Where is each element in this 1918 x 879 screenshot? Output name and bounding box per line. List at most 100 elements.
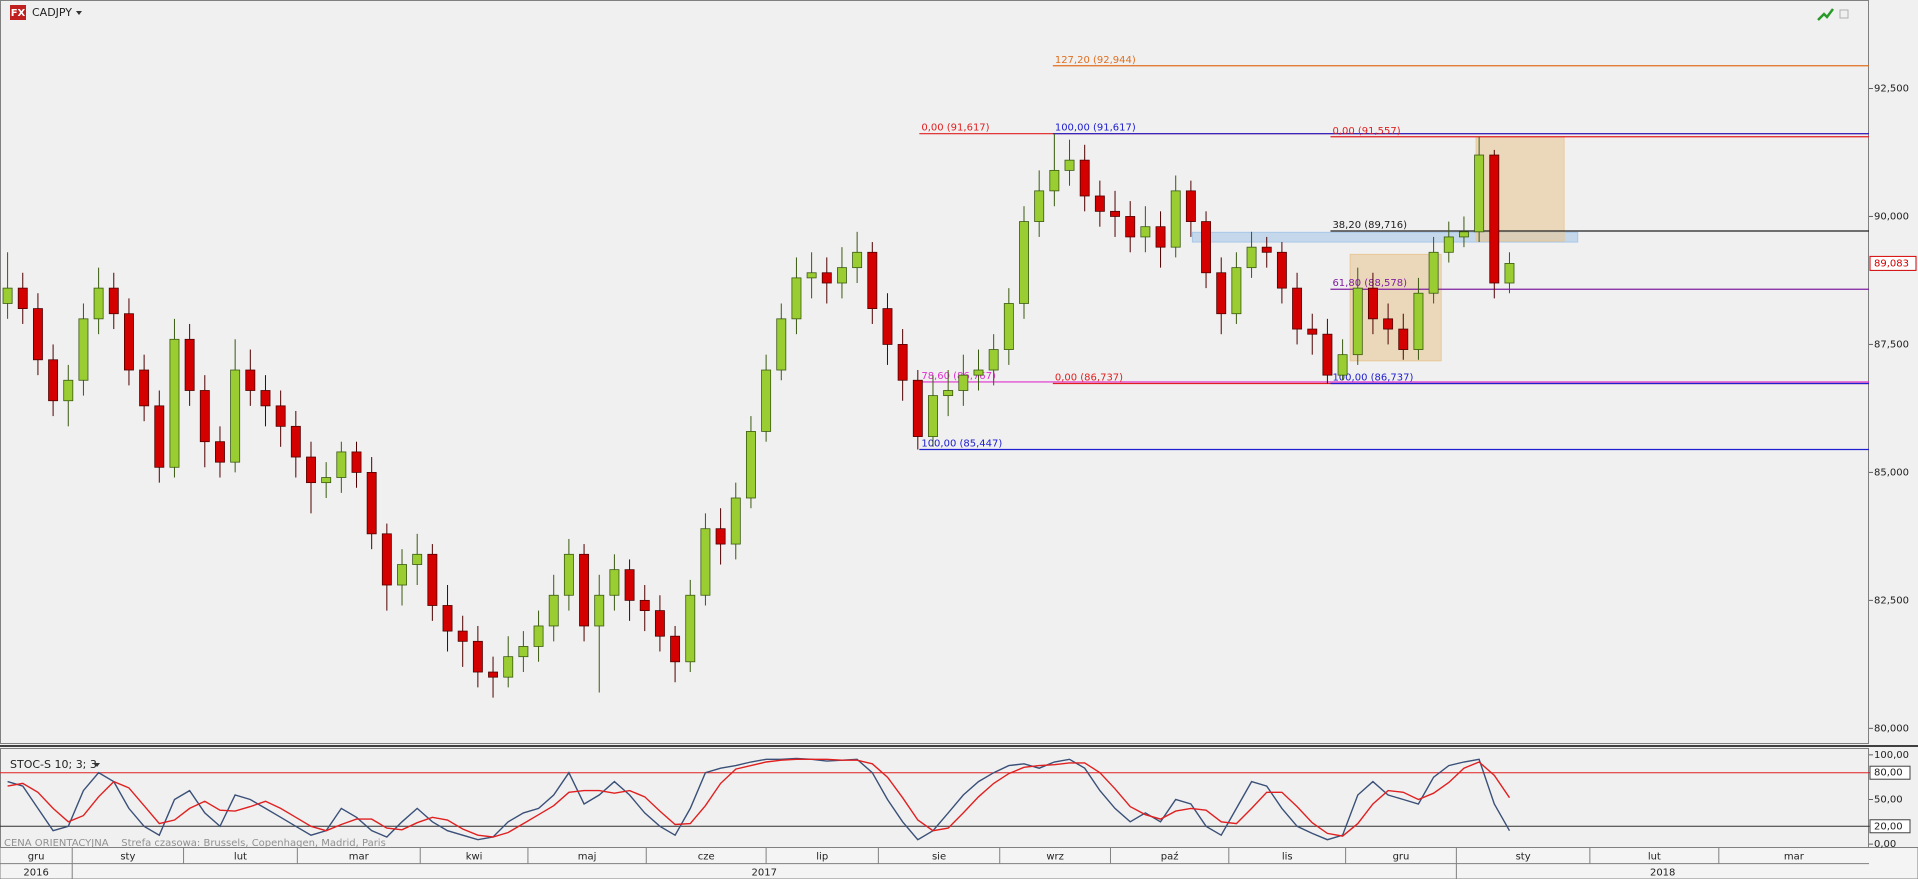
fib-label: 0,00 (91,617) xyxy=(921,123,989,134)
y-tick-label: 85,000 xyxy=(1874,467,1909,478)
candle-body xyxy=(1292,287,1303,330)
toolbar-icons xyxy=(1817,8,1849,21)
zone xyxy=(1191,231,1579,243)
y-tick-label: 80,000 xyxy=(1874,723,1909,734)
tick-box xyxy=(1869,819,1911,834)
candle-body xyxy=(427,553,438,606)
time-label: maj xyxy=(578,852,597,863)
candle-body xyxy=(670,635,681,663)
trend-icon[interactable] xyxy=(1817,8,1834,21)
time-label: mar xyxy=(349,852,370,863)
candle-body xyxy=(1231,267,1242,315)
candle-body xyxy=(761,369,772,432)
time-label: lip xyxy=(816,852,828,863)
y-tick-label: 92,500 xyxy=(1874,83,1909,94)
candle-body xyxy=(321,477,332,484)
fib-label: 127,20 (92,944) xyxy=(1055,55,1136,66)
candle-body xyxy=(306,456,316,484)
candle-body xyxy=(852,251,863,269)
candle-body xyxy=(503,656,514,678)
candle-body xyxy=(973,369,984,376)
fib-label: 100,00 (86,737) xyxy=(1332,372,1413,383)
candle-body xyxy=(897,344,908,381)
time-label: lis xyxy=(1282,852,1293,863)
symbol: CADJPY xyxy=(32,6,72,19)
last-price-label: 89,083 xyxy=(1874,258,1909,269)
candle-body xyxy=(958,374,969,391)
candle-body xyxy=(381,533,392,586)
main-panel-frame xyxy=(0,0,1869,744)
candle-body xyxy=(563,553,574,596)
symbol-selector[interactable]: FX CADJPY xyxy=(10,5,82,20)
candle-body xyxy=(1337,354,1348,376)
candle-body xyxy=(1322,333,1333,376)
time-label: paź xyxy=(1161,851,1179,863)
y-tick-label: 0,00 xyxy=(1874,839,1896,850)
zone xyxy=(1349,253,1442,362)
candle-body xyxy=(488,671,498,678)
time-label: sie xyxy=(932,852,946,863)
candle-body xyxy=(943,390,954,397)
candle-body xyxy=(1383,318,1394,330)
fx-icon-text: FX xyxy=(11,8,26,19)
candle-body xyxy=(548,594,559,627)
time-label: kwi xyxy=(466,852,483,863)
y-tick-label: 50,00 xyxy=(1874,794,1903,805)
fib-label: 38,20 (89,716) xyxy=(1332,220,1407,231)
candle-body xyxy=(215,441,225,463)
candle-body xyxy=(457,630,468,642)
candle-body xyxy=(730,497,741,545)
candle-body xyxy=(776,318,787,371)
y-tick-label: 82,500 xyxy=(1874,595,1909,606)
candle-body xyxy=(275,405,286,427)
stoch-line xyxy=(7,758,1511,838)
y-tick-label: 20,00 xyxy=(1874,821,1903,832)
time-label: sty xyxy=(120,852,135,863)
time-label: cze xyxy=(698,852,715,863)
candle-body xyxy=(1079,159,1090,197)
candle-body xyxy=(1489,154,1500,284)
indicator-dropdown[interactable] xyxy=(94,763,100,767)
candle-body xyxy=(1474,154,1485,233)
candle-body xyxy=(1003,303,1014,350)
candle-body xyxy=(123,313,134,371)
time-label: lut xyxy=(234,852,247,863)
candle-body xyxy=(1443,236,1454,253)
time-label: gru xyxy=(28,852,45,863)
candle-body xyxy=(199,390,210,443)
candle-body xyxy=(1064,159,1075,171)
candle-body xyxy=(472,640,483,673)
candle-body xyxy=(1413,292,1424,350)
candle-body xyxy=(290,425,301,458)
candle-body xyxy=(700,528,711,596)
candle-body xyxy=(48,359,59,402)
candle-body xyxy=(579,553,590,627)
candle-body xyxy=(882,308,893,345)
candle-body xyxy=(821,272,832,284)
candle-body xyxy=(1307,328,1318,335)
time-label: 2018 xyxy=(1650,867,1675,878)
candle-body xyxy=(1216,272,1227,315)
candle-body xyxy=(1185,190,1196,222)
candle-body xyxy=(715,528,726,545)
fib-label: 100,00 (85,447) xyxy=(921,439,1002,450)
candle-body xyxy=(624,569,635,601)
time-label: lut xyxy=(1648,852,1661,863)
fib-label: 61,80 (88,578) xyxy=(1332,278,1407,289)
candle-body xyxy=(594,594,605,627)
window-button[interactable] xyxy=(1839,9,1849,19)
candle-body xyxy=(654,610,665,637)
candle-body xyxy=(988,349,999,371)
candle-body xyxy=(1458,231,1469,238)
candle-body xyxy=(609,569,620,596)
candle-body xyxy=(442,605,453,632)
candle-body xyxy=(1155,226,1166,248)
zone xyxy=(1475,136,1565,242)
candle-body xyxy=(63,379,74,402)
candle-body xyxy=(139,369,150,407)
dropdown-arrow xyxy=(76,11,82,15)
time-label: gru xyxy=(1393,852,1410,863)
candle-body xyxy=(1261,246,1272,253)
y-tick-label: 80,00 xyxy=(1874,768,1903,779)
